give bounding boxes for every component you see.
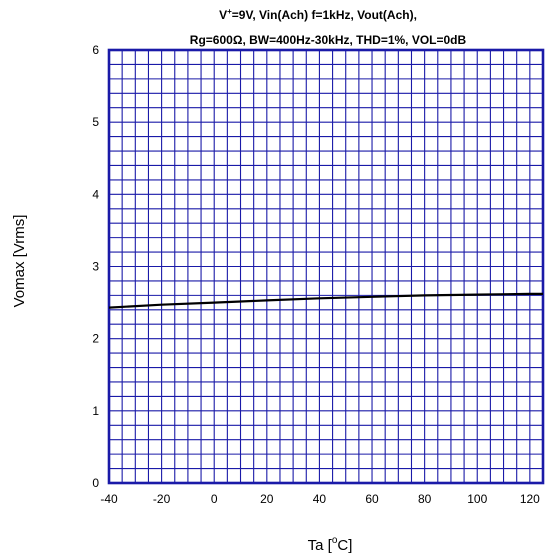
y-tick-label: 6 (92, 43, 99, 57)
y-tick-label: 5 (92, 115, 99, 129)
x-tick-label: 80 (418, 492, 432, 506)
x-tick-label: 60 (365, 492, 379, 506)
plot-frame (107, 48, 545, 485)
x-axis-label: Ta [oC] (308, 535, 353, 554)
x-tick-label: -20 (153, 492, 171, 506)
x-tick-label: 20 (260, 492, 274, 506)
tick-labels: -40 -20 0 20 40 60 80 100 120 0 1 2 3 4 5 6 (92, 43, 540, 506)
series-line (108, 292, 543, 309)
x-tick-label: 100 (467, 492, 487, 506)
chart-title-line1: V+=9V, Vin(Ach) f=1kHz, Vout(Ach), (219, 7, 417, 22)
x-tick-label: 120 (520, 492, 540, 506)
x-tick-label: 40 (313, 492, 327, 506)
y-tick-label: 4 (92, 187, 99, 201)
y-tick-label: 3 (92, 260, 99, 274)
y-axis-label: Vomax [Vrms] (11, 215, 28, 308)
grid (107, 48, 545, 485)
y-tick-label: 2 (92, 332, 99, 346)
x-tick-label: -40 (100, 492, 118, 506)
x-tick-label: 0 (211, 492, 218, 506)
y-tick-label: 1 (92, 404, 99, 418)
y-tick-label: 0 (92, 476, 99, 490)
chart-title-line2: Rg=600Ω, BW=400Hz-30kHz, THD=1%, VOL=0dB (190, 33, 467, 47)
